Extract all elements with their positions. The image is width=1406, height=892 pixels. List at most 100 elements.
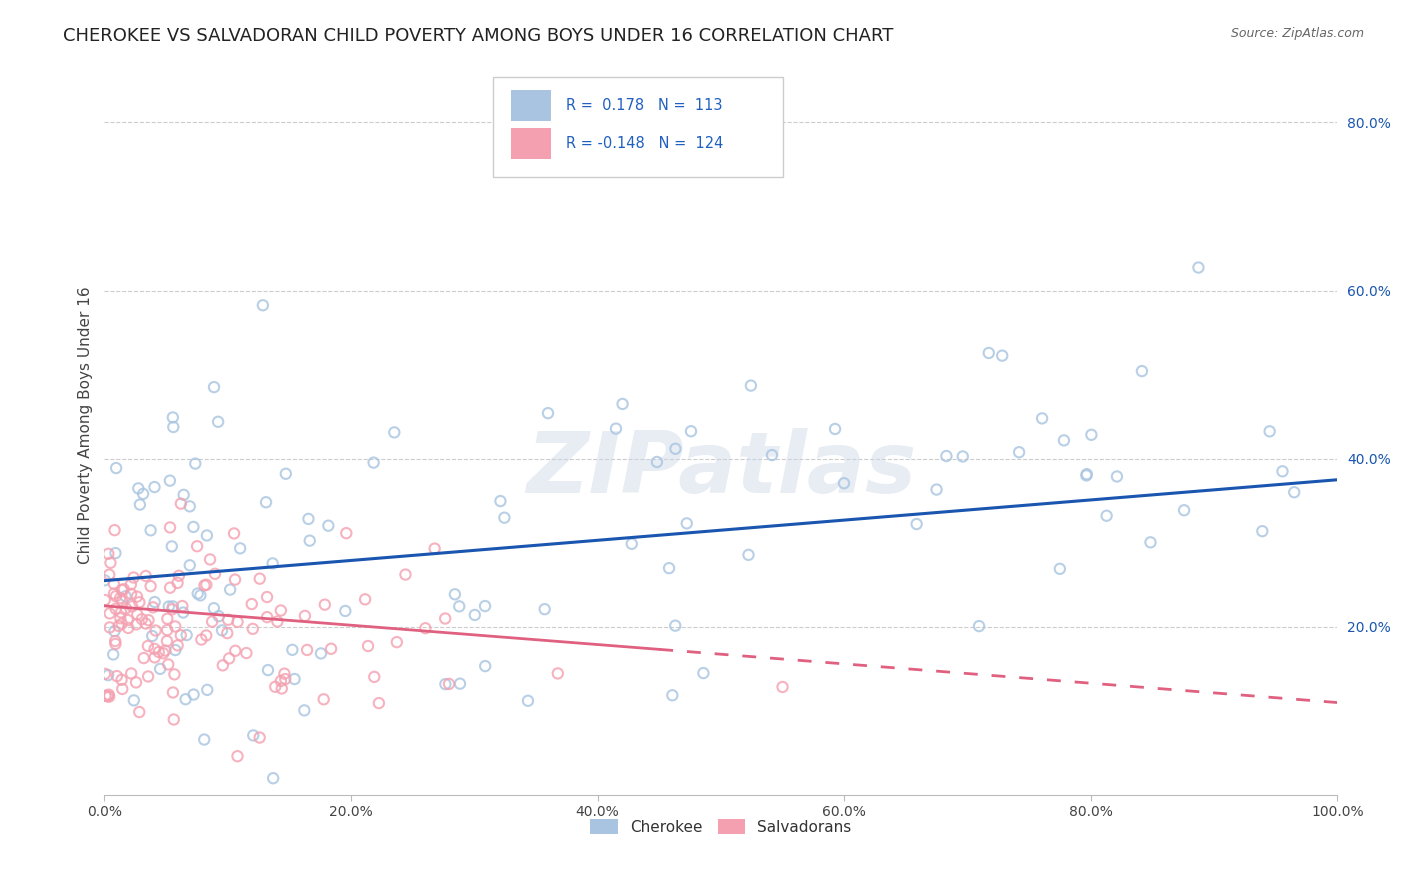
Point — [394, 567, 416, 582]
Point — [138, 613, 160, 627]
Point — [281, 643, 304, 657]
Point — [620, 537, 643, 551]
Point — [256, 590, 278, 604]
Y-axis label: Child Poverty Among Boys Under 16: Child Poverty Among Boys Under 16 — [79, 286, 93, 564]
Point — [367, 696, 389, 710]
Point — [297, 512, 319, 526]
Point — [166, 639, 188, 653]
Point — [357, 639, 380, 653]
Point — [170, 628, 193, 642]
Point — [1049, 562, 1071, 576]
Point — [664, 618, 686, 632]
Point — [98, 690, 121, 704]
Point — [382, 425, 405, 440]
Point — [1251, 524, 1274, 538]
Point — [159, 520, 181, 534]
Point — [115, 601, 138, 615]
Point — [97, 547, 120, 561]
Point — [1008, 445, 1031, 459]
Point — [262, 771, 284, 785]
Point — [162, 599, 184, 614]
Point — [832, 476, 855, 491]
Text: ZIPatlas: ZIPatlas — [526, 428, 917, 511]
Point — [249, 572, 271, 586]
Point — [127, 481, 149, 495]
Point — [103, 648, 125, 662]
Point — [270, 681, 292, 696]
Point — [160, 540, 183, 554]
Point — [136, 669, 159, 683]
Point — [935, 449, 957, 463]
Point — [222, 526, 245, 541]
Point — [195, 628, 218, 642]
Point — [415, 621, 437, 635]
Point — [120, 587, 142, 601]
Point — [1053, 434, 1076, 448]
Point — [434, 677, 457, 691]
Point — [193, 578, 215, 592]
Point — [159, 474, 181, 488]
Point — [270, 603, 292, 617]
Point — [179, 500, 201, 514]
Point — [104, 546, 127, 560]
Point — [142, 600, 165, 615]
Point — [977, 346, 1000, 360]
Point — [211, 658, 233, 673]
Point — [170, 497, 193, 511]
Point — [104, 589, 127, 603]
Point — [224, 644, 246, 658]
Point — [193, 732, 215, 747]
Point — [664, 442, 686, 456]
Point — [537, 406, 560, 420]
Point — [117, 621, 139, 635]
Point — [110, 605, 132, 619]
Point — [143, 480, 166, 494]
Point — [145, 624, 167, 638]
Point — [156, 612, 179, 626]
Point — [195, 578, 218, 592]
Point — [226, 615, 249, 629]
Point — [740, 378, 762, 392]
Point — [97, 688, 120, 702]
Point — [1282, 485, 1305, 500]
Text: R = -0.148   N =  124: R = -0.148 N = 124 — [565, 136, 723, 152]
Point — [163, 713, 186, 727]
Point — [1130, 364, 1153, 378]
Point — [173, 488, 195, 502]
Point — [98, 567, 121, 582]
Point — [274, 672, 297, 686]
Point — [198, 552, 221, 566]
Point — [122, 693, 145, 707]
Point — [925, 483, 948, 497]
Point — [217, 613, 239, 627]
Point — [166, 575, 188, 590]
Point — [94, 689, 117, 703]
Point — [156, 623, 179, 637]
Point — [163, 667, 186, 681]
Point — [195, 682, 218, 697]
Point — [235, 646, 257, 660]
Point — [127, 607, 149, 622]
Point — [464, 607, 486, 622]
Point — [110, 673, 132, 687]
Point — [547, 666, 569, 681]
FancyBboxPatch shape — [512, 128, 551, 160]
Point — [226, 749, 249, 764]
Point — [217, 626, 239, 640]
Point — [183, 688, 205, 702]
Point — [363, 456, 385, 470]
Point — [122, 570, 145, 584]
Point — [190, 632, 212, 647]
Point — [1271, 464, 1294, 478]
Point — [141, 629, 163, 643]
Point — [139, 579, 162, 593]
Text: R =  0.178   N =  113: R = 0.178 N = 113 — [565, 98, 723, 113]
Point — [128, 595, 150, 609]
Point — [131, 612, 153, 626]
Point — [219, 582, 242, 597]
Point — [284, 672, 307, 686]
Point — [661, 688, 683, 702]
Point — [309, 647, 332, 661]
Point — [184, 457, 207, 471]
Point — [157, 599, 180, 614]
